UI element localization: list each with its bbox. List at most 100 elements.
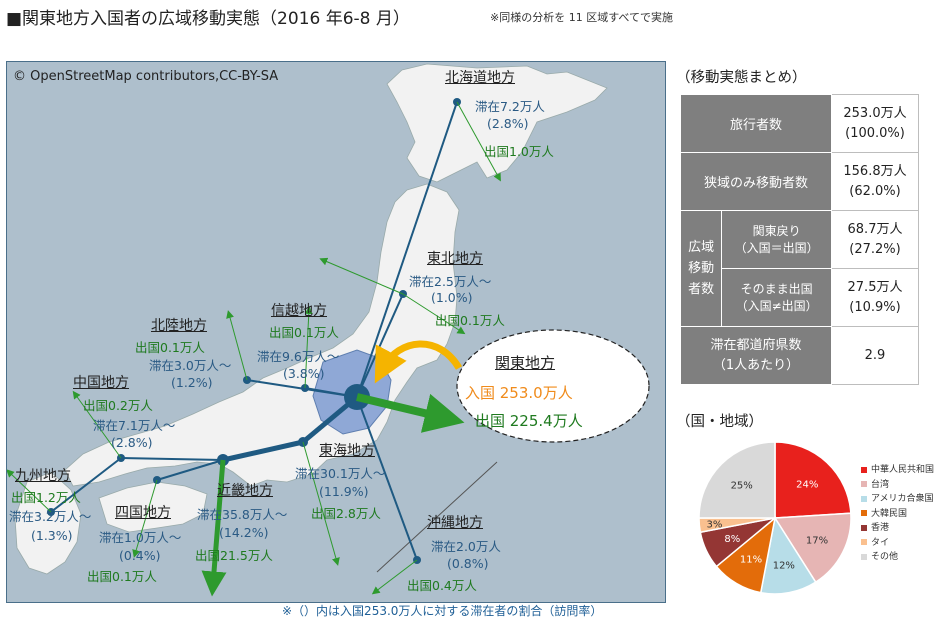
travelers-value: 253.0万人 (100.0%) [831, 94, 919, 153]
narrow-label: 狭域のみ移動者数 [680, 152, 832, 211]
kyushu-stay: 滞在3.2万人～ [9, 509, 92, 524]
travelers-label: 旅行者数 [680, 94, 832, 153]
tohoku-share: (1.0%) [431, 290, 473, 305]
legend-item-2: アメリカ合衆国 [861, 491, 934, 504]
legend-item-5: タイ [861, 535, 889, 548]
region-kyushu: 九州地方 [15, 468, 71, 484]
legend-label: 中華人民共和国 [871, 465, 935, 475]
tokai-exit: 出国2.8万人 [311, 506, 381, 521]
legend-label: タイ [871, 537, 890, 548]
legend-swatch [861, 510, 867, 516]
legend-label: 台湾 [871, 479, 890, 490]
region-hokuriku: 北陸地方 [151, 318, 207, 334]
legend-label: その他 [871, 552, 899, 562]
chugoku-share: (2.8%) [111, 435, 153, 450]
pie-title: （国・地域） [676, 414, 763, 430]
tohoku-stay: 滞在2.5万人～ [409, 274, 492, 289]
flow-lines [50, 101, 458, 561]
legend-item-1: 台湾 [861, 477, 889, 490]
pie-label-4: 8% [724, 534, 740, 545]
legend-item-0: 中華人民共和国 [861, 462, 934, 475]
chugoku-stay: 滞在7.1万人～ [93, 418, 176, 433]
kyushu-landmass [14, 471, 82, 575]
narrow-pct: (62.0%) [849, 183, 901, 199]
summary-title: （移動実態まとめ） [676, 70, 807, 86]
map-footnote: ※（）内は入国253.0万人に対する滞在者の割合（訪問率） [282, 604, 603, 618]
pie-label-1: 17% [806, 535, 828, 546]
return-value: 68.7万人 (27.2%) [831, 210, 919, 269]
region-shikoku: 四国地方 [115, 505, 171, 521]
narrow-count: 156.8万人 [843, 163, 907, 179]
legend-item-4: 香港 [861, 520, 889, 533]
shikoku-landmass [98, 481, 208, 533]
kinki-stay: 滞在35.8万人～ [197, 507, 288, 522]
hokuriku-stay: 滞在3.0万人～ [149, 358, 232, 373]
kanto-exit: 出国 225.4万人 [475, 412, 583, 430]
flow-map: © OpenStreetMap contributors,CC-BY-SA 北海… [6, 61, 666, 603]
legend-item-6: その他 [861, 549, 898, 562]
pie-label-2: 12% [773, 560, 795, 571]
legend-swatch [861, 495, 867, 502]
tokai-stay: 滞在30.1万人～ [295, 466, 386, 481]
shikoku-exit: 出国0.1万人 [87, 569, 157, 584]
pie-slice-1 [773, 512, 852, 584]
legend-label: アメリカ合衆国 [871, 494, 934, 504]
chugoku-exit: 出国0.2万人 [83, 398, 153, 413]
shinetsu-stay: 滞在9.6万人～ [257, 349, 340, 364]
shikoku-share: (0.4%) [119, 548, 161, 563]
hokkaido-landmass [386, 63, 608, 183]
tohoku-exit: 出国0.1万人 [435, 313, 505, 328]
region-hokkaido: 北海道地方 [445, 70, 515, 86]
region-tokai: 東海地方 [319, 443, 375, 459]
legend-swatch [861, 466, 867, 473]
legend-label: 香港 [871, 523, 890, 533]
direct-value: 27.5万人 (10.9%) [831, 268, 919, 327]
stay-value: 2.9 [831, 326, 919, 385]
okinawa-stay: 滞在2.0万人 [431, 539, 501, 554]
tokai-share: (11.9%) [319, 484, 369, 499]
okinawa-exit: 出国0.4万人 [407, 578, 477, 593]
page-title: ■関東地方入国者の広域移動実態（2016 年6-8 月） [6, 9, 410, 29]
hokuriku-share: (1.2%) [171, 375, 213, 390]
return-label: 関東戻り （入国＝出国） [721, 210, 832, 269]
travelers-count: 253.0万人 [843, 105, 907, 121]
exit-arrows [7, 101, 501, 595]
kinki-share: (14.2%) [219, 525, 269, 540]
hokkaido-stay: 滞在7.2万人 [475, 99, 545, 114]
hokkaido-share: (2.8%) [487, 116, 529, 131]
region-kinki: 近畿地方 [217, 483, 273, 499]
legend-item-3: 大韓民国 [861, 506, 907, 519]
region-kanto: 関東地方 [495, 354, 556, 372]
travelers-pct: (100.0%) [845, 125, 905, 141]
pie-label-0: 24% [796, 480, 818, 491]
country-pie: 24% 17% 12% 11%8%3% 25% [698, 441, 852, 595]
map-canvas [7, 62, 665, 602]
hokuriku-exit: 出国0.1万人 [135, 340, 205, 355]
kanto-callout [456, 329, 650, 443]
map-attribution: © OpenStreetMap contributors,CC-BY-SA [13, 69, 279, 84]
direct-label: そのまま出国 （入国≠出国） [721, 268, 832, 327]
pie-slice-6 [698, 441, 776, 519]
pie-label-3: 11% [740, 555, 762, 566]
title-note: ※同様の分析を 11 区域すべてで実施 [490, 11, 673, 24]
pie-label-5: 3% [707, 520, 723, 531]
region-okinawa: 沖縄地方 [427, 515, 483, 531]
legend-swatch [861, 524, 867, 531]
kinki-exit: 出国21.5万人 [195, 548, 273, 563]
legend-swatch [861, 481, 867, 487]
summary-table: 旅行者数 253.0万人 (100.0%) 狭域のみ移動者数 156.8万人 (… [679, 94, 919, 385]
kanto-entry: 入国 253.0万人 [465, 384, 573, 402]
pie-slice-0 [774, 441, 852, 519]
region-tohoku: 東北地方 [427, 251, 483, 267]
pie-label-6: 25% [731, 481, 753, 492]
hokkaido-exit: 出国1.0万人 [484, 144, 554, 159]
wide-label: 広域 移動 者数 [679, 210, 723, 327]
legend-swatch [861, 553, 867, 560]
okinawa-share: (0.8%) [447, 556, 489, 571]
kyushu-exit: 出国1.2万人 [11, 490, 81, 505]
legend-label: 大韓民国 [871, 508, 908, 519]
region-chugoku: 中国地方 [73, 375, 129, 391]
legend-swatch [861, 539, 867, 545]
kyushu-share: (1.3%) [31, 528, 73, 543]
narrow-value: 156.8万人 (62.0%) [831, 152, 919, 211]
